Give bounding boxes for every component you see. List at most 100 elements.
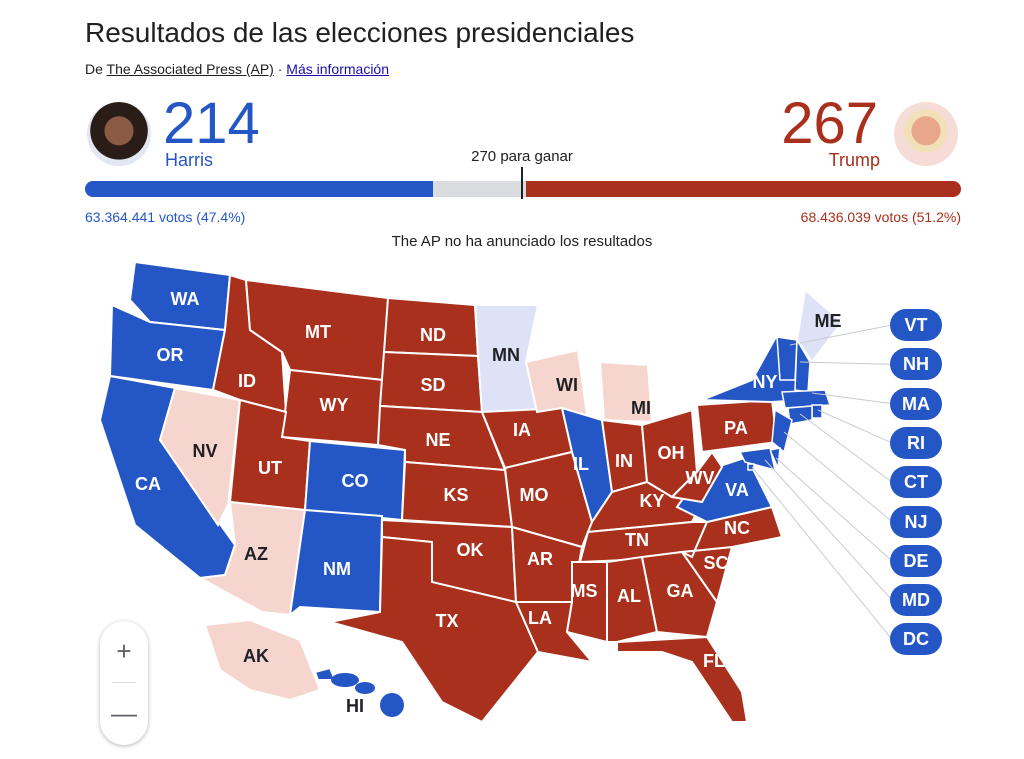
hawaii-island (331, 673, 359, 687)
leader-line (811, 392, 893, 405)
state-label: HI (346, 696, 364, 716)
state-ms[interactable] (565, 561, 608, 644)
state-label: UT (258, 458, 282, 478)
state-label: LA (528, 608, 552, 628)
harris-electoral-votes: 214 (163, 91, 260, 156)
state-tx[interactable] (329, 535, 540, 724)
trump-name: Trump (828, 150, 880, 170)
state-pill-nh[interactable]: NH (890, 348, 942, 381)
state-pill-dc[interactable]: DC (890, 623, 942, 656)
trump-popular-votes: 68.436.039 votos (51.2%) (800, 209, 961, 225)
state-label: IA (513, 420, 531, 440)
state-label: TX (435, 611, 458, 631)
state-label: FL (703, 651, 725, 671)
state-label: NE (425, 430, 450, 450)
zoom-out-button[interactable]: — (111, 698, 137, 728)
state-label: WY (320, 395, 349, 415)
source-prefix: De (85, 61, 103, 77)
state-al[interactable] (606, 555, 659, 643)
harris-name: Harris (165, 150, 213, 170)
state-label: ID (238, 371, 256, 391)
state-label: GA (667, 581, 694, 601)
ap-link[interactable]: The Associated Press (AP) (106, 61, 274, 77)
state-label: NC (724, 518, 750, 538)
page-title: Resultados de las elecciones presidencia… (85, 17, 635, 48)
leader-line (775, 457, 893, 562)
state-la[interactable] (514, 601, 595, 664)
state-pill-md[interactable]: MD (890, 584, 942, 617)
harris-popular-votes: 63.364.441 votos (47.4%) (85, 209, 246, 225)
state-pill-ri[interactable]: RI (890, 426, 942, 459)
state-pill-ct[interactable]: CT (890, 466, 942, 499)
state-label: NY (752, 372, 777, 392)
results-status: The AP no ha anunciado los resultados (391, 233, 653, 250)
state-pill-de[interactable]: DE (890, 544, 942, 577)
separator: · (277, 61, 283, 77)
state-label: WA (171, 289, 200, 309)
source-line: De The Associated Press (AP) · Más infor… (85, 60, 389, 78)
to-win-label: 270 para ganar (471, 148, 573, 165)
state-label: CO (342, 471, 369, 491)
state-label: MT (305, 322, 331, 342)
state-pill-ma[interactable]: MA (890, 387, 942, 420)
state-label: MS (571, 581, 598, 601)
zoom-in-button[interactable]: + (116, 636, 132, 666)
leader-line (799, 361, 893, 365)
state-label: VA (725, 480, 749, 500)
state-label: OK (457, 540, 484, 560)
state-label: NM (323, 559, 351, 579)
trump-avatar (894, 102, 958, 166)
state-label: MO (520, 485, 549, 505)
trump-bar-fill (526, 181, 961, 197)
hawaii-island (380, 693, 404, 717)
state-ma[interactable] (781, 389, 832, 409)
state-label: KS (443, 485, 468, 505)
state-label: KY (639, 491, 664, 511)
state-label: PA (724, 418, 748, 438)
state-label: WI (556, 375, 578, 395)
zoom-controls: + — (100, 621, 148, 745)
us-electoral-map: WA OR CA NV ID MT WY UT AZ CO NM ND SD NE KS OK TX MN IA MO… (98, 260, 893, 724)
electoral-progress-bar (85, 181, 961, 197)
leader-line (751, 466, 893, 640)
state-label: TN (625, 530, 649, 550)
state-nm[interactable] (288, 508, 384, 618)
state-label: OR (157, 345, 184, 365)
harris-avatar (87, 102, 151, 166)
state-wv[interactable] (669, 450, 724, 504)
leader-line (764, 459, 893, 601)
hawaii-island (355, 682, 375, 694)
state-label: NV (192, 441, 217, 461)
state-label: CA (135, 474, 161, 494)
state-ga[interactable] (640, 550, 719, 639)
leader-line (783, 431, 893, 522)
state-label: ND (420, 325, 446, 345)
state-label: ME (815, 311, 842, 331)
state-label: AL (617, 586, 641, 606)
state-de[interactable] (768, 447, 781, 471)
state-md[interactable] (738, 447, 777, 472)
win-threshold-marker (521, 167, 523, 199)
state-fl[interactable] (616, 635, 749, 723)
trump-electoral-votes: 267 (781, 91, 878, 156)
state-label: MI (631, 398, 651, 418)
state-nj[interactable] (771, 408, 793, 454)
state-label: IN (615, 451, 633, 471)
state-label: SD (420, 375, 445, 395)
leader-line (789, 324, 893, 346)
state-label: MN (492, 345, 520, 365)
state-vt[interactable] (776, 336, 798, 381)
state-pill-vt[interactable]: VT (890, 309, 942, 341)
state-label: IL (573, 454, 589, 474)
more-info-link[interactable]: Más información (286, 61, 389, 77)
state-pill-nj[interactable]: NJ (890, 505, 942, 538)
state-label: AR (527, 549, 553, 569)
state-label: WV (686, 468, 715, 488)
state-label: SC (703, 553, 728, 573)
harris-bar-fill (85, 181, 434, 197)
state-label: AK (243, 646, 269, 666)
state-nv[interactable] (158, 386, 242, 527)
state-label: OH (658, 443, 685, 463)
state-ak[interactable] (203, 618, 322, 702)
leader-line (799, 413, 893, 483)
